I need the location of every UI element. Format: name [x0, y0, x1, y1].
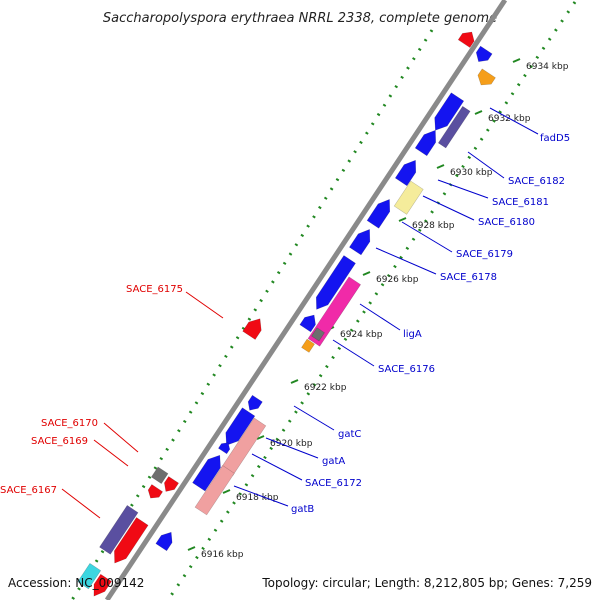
leader-line: [93, 439, 129, 467]
cyan-cds: [77, 563, 102, 590]
reverse-cds: [114, 517, 149, 564]
forward-cds: [299, 314, 316, 333]
tick-label: 6918 kbp: [236, 493, 279, 503]
label-SACE_6167: SACE_6167: [0, 485, 57, 496]
label-ligA: ligA: [403, 329, 422, 340]
label-SACE_6169: SACE_6169: [31, 436, 88, 447]
label-SACE_6178: SACE_6178: [440, 272, 497, 283]
reverse-cds: [93, 573, 112, 597]
leader-line: [185, 291, 224, 319]
forward-cds: [366, 199, 391, 229]
label-SACE_6182: SACE_6182: [508, 176, 565, 187]
gray-cds: [311, 327, 325, 342]
leader-line: [61, 488, 101, 519]
label-gatA: gatA: [322, 456, 345, 467]
label-leaders: [61, 107, 539, 519]
dark-cds: [437, 105, 471, 149]
salmon-cds: [194, 465, 235, 516]
leader-line: [265, 437, 319, 459]
leader-line: [437, 179, 489, 199]
salmon-cds: [220, 417, 267, 477]
forward-cds: [225, 407, 256, 446]
forward-cds: [475, 45, 493, 62]
tick-mark: [398, 217, 407, 222]
leader-line: [467, 151, 505, 179]
tick-label: 6930 kbp: [450, 168, 493, 178]
forward-cds: [192, 454, 221, 492]
tick-label: 6916 kbp: [201, 550, 244, 560]
map-title: Saccharopolyspora erythraea NRRL 2338, c…: [103, 11, 497, 26]
leader-line: [251, 453, 303, 481]
leader-line: [422, 195, 475, 221]
dark-cds: [99, 505, 139, 555]
tick-label: 6926 kbp: [376, 275, 419, 285]
genome-backbone: [104, 0, 508, 600]
forward-cds: [394, 159, 417, 187]
label-SACE_6176: SACE_6176: [378, 364, 435, 375]
gc-skew-track-outer: [166, 1, 577, 600]
yellow-cds: [393, 180, 424, 215]
forward-cds: [155, 531, 173, 552]
gene-features: [77, 31, 496, 597]
leader-line: [489, 107, 539, 135]
forward-cds: [414, 129, 436, 157]
tick-mark: [290, 379, 299, 384]
leader-line: [375, 247, 437, 275]
leader-line: [103, 422, 139, 453]
gray-cds: [151, 466, 169, 484]
tick-mark: [222, 489, 231, 494]
label-gatB: gatB: [291, 504, 314, 515]
label-SACE_6181: SACE_6181: [492, 197, 549, 208]
leader-line: [233, 485, 289, 507]
reverse-cds: [164, 476, 179, 492]
tick-mark: [474, 110, 483, 115]
gene-labels: fadD5 SACE_6182 SACE_6181 SACE_6180 SACE_617…: [0, 133, 570, 515]
label-SACE_6175: SACE_6175: [126, 284, 183, 295]
pink-cds: [307, 276, 361, 347]
leader-line: [293, 405, 335, 431]
orange-cds: [301, 338, 315, 353]
label-SACE_6180: SACE_6180: [478, 217, 535, 228]
tick-mark: [362, 271, 371, 276]
reverse-cds: [147, 484, 163, 499]
label-SACE_6170: SACE_6170: [41, 418, 98, 429]
tick-mark: [256, 435, 265, 440]
tick-label: 6934 kbp: [526, 62, 569, 72]
label-fadD5: fadD5: [540, 133, 570, 144]
forward-cds: [315, 255, 356, 310]
forward-cds: [349, 229, 371, 256]
tick-label: 6920 kbp: [270, 439, 313, 449]
orange-cds: [477, 68, 496, 86]
tick-label: 6922 kbp: [304, 383, 347, 393]
genome-summary-text: Topology: circular; Length: 8,212,805 bp…: [261, 576, 592, 590]
tick-mark: [512, 58, 521, 63]
gc-skew-track-inner: [70, 29, 434, 600]
forward-cds: [434, 92, 465, 131]
tick-label: 6928 kbp: [412, 221, 455, 231]
accession-text: Accession: NC_009142: [8, 576, 144, 590]
tick-mark: [436, 164, 445, 169]
label-SACE_6172: SACE_6172: [305, 478, 362, 489]
reverse-cds: [242, 318, 262, 340]
forward-cds: [247, 394, 263, 411]
forward-cds: [218, 442, 231, 455]
label-SACE_6179: SACE_6179: [456, 249, 513, 260]
leader-line: [401, 221, 453, 253]
tick-label: 6924 kbp: [340, 330, 383, 340]
reverse-cds: [457, 31, 475, 48]
tick-mark: [187, 546, 196, 551]
label-gatC: gatC: [338, 429, 361, 440]
leader-line: [359, 303, 401, 331]
leader-line: [332, 339, 375, 367]
